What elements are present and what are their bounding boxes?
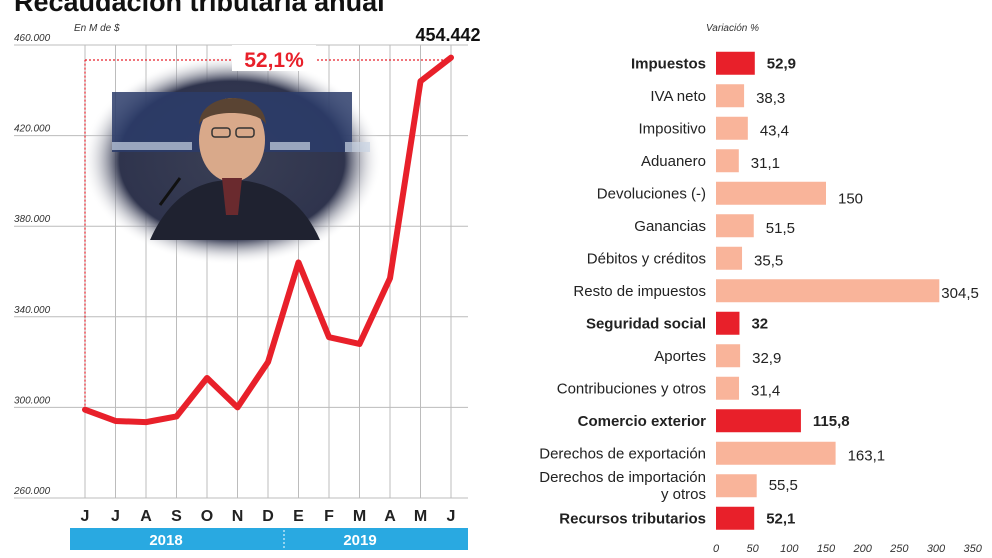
year-label-2018: 2018 [149, 532, 182, 549]
x-tick-label: F [324, 508, 334, 525]
unit-label: En M de $ [74, 23, 120, 34]
y-tick-label: 340.000 [14, 305, 51, 316]
bar [716, 149, 739, 173]
category-label: Aportes [654, 348, 706, 365]
x-tick-label: M [414, 508, 427, 525]
series-line [82, 54, 454, 426]
x-tick-label: 50 [747, 543, 760, 555]
category-label: Impuestos [631, 55, 706, 72]
bar [716, 181, 826, 205]
bar [716, 376, 740, 400]
value-label: 32,9 [752, 350, 781, 367]
category-label: Contribuciones y otros [557, 380, 706, 397]
x-tick-label: 250 [889, 543, 909, 555]
value-label: 32 [751, 315, 768, 332]
category-label: Comercio exterior [578, 413, 707, 430]
photo [82, 55, 382, 265]
x-tick-label: A [384, 508, 396, 525]
x-tick-label: 300 [927, 543, 946, 555]
value-label: 163,1 [848, 447, 886, 464]
bar [716, 409, 801, 433]
bar [716, 279, 940, 303]
category-label: Aduanero [641, 153, 706, 170]
bar [716, 344, 741, 368]
x-tick-label: 350 [963, 543, 982, 555]
y-tick-label: 260.000 [13, 486, 51, 497]
value-label: 52,1 [766, 510, 795, 527]
value-label: 31,1 [751, 155, 780, 172]
category-label: Ganancias [634, 218, 706, 235]
x-tick-label: A [140, 508, 152, 525]
x-tick-label: J [447, 508, 456, 525]
year-label-2019: 2019 [343, 532, 376, 549]
category-label: Resto de impuestos [573, 283, 706, 300]
bar [716, 116, 748, 140]
value-label: 52,9 [767, 55, 796, 72]
y-tick-label: 420.000 [14, 124, 51, 135]
chart-title: Recaudación tributaria anual [14, 0, 385, 17]
x-tick-label: M [353, 508, 366, 525]
value-label: 31,4 [751, 382, 780, 399]
line-chart: 52,1% En M de $ 460.000 420.000 380.000 340… [13, 23, 481, 550]
value-label: 43,4 [760, 122, 789, 139]
bar [716, 506, 755, 530]
y-tick-label: 380.000 [14, 214, 51, 225]
x-tick-label: J [111, 508, 120, 525]
growth-label: 52,1% [244, 49, 304, 72]
value-label: 115,8 [813, 413, 850, 430]
x-tick-label: S [171, 508, 182, 525]
bar [716, 84, 745, 108]
category-label: Recursos tributarios [559, 510, 706, 527]
x-tick-label: O [201, 508, 213, 525]
category-label: Derechos de exportación [539, 445, 706, 462]
bar [716, 51, 755, 75]
last-value-label: 454.442 [415, 25, 480, 45]
x-tick-label: D [262, 508, 274, 525]
category-label: Devoluciones (-) [597, 185, 706, 202]
bar [716, 474, 757, 498]
x-tick-label: E [293, 508, 304, 525]
value-label: 38,3 [756, 90, 785, 107]
variation-axis-label: Variación % [706, 23, 759, 34]
growth-label-background [232, 45, 316, 71]
category-label: IVA neto [650, 88, 706, 105]
category-label: Derechos de importación y otros [539, 469, 706, 503]
value-label: 55,5 [769, 477, 798, 494]
year-bar [70, 528, 468, 550]
value-label: 51,5 [766, 220, 795, 237]
bar [716, 441, 836, 465]
x-tick-label: J [81, 508, 90, 525]
category-label: Débitos y créditos [587, 250, 706, 267]
value-label: 150 [838, 190, 863, 207]
y-tick-label: 460.000 [14, 33, 51, 44]
x-tick-label: 0 [713, 543, 720, 555]
x-tick-label: 150 [817, 543, 836, 555]
category-label: Impositivo [638, 120, 706, 137]
category-label: Seguridad social [586, 315, 706, 332]
bar [716, 246, 743, 270]
y-tick-label: 300.000 [14, 395, 51, 406]
x-tick-label: N [232, 508, 244, 525]
value-label: 304,5 [941, 285, 979, 302]
bar [716, 214, 754, 238]
x-tick-label: 200 [852, 543, 872, 555]
bar [716, 311, 740, 335]
value-label: 35,5 [754, 252, 783, 269]
x-tick-label: 100 [780, 543, 799, 555]
